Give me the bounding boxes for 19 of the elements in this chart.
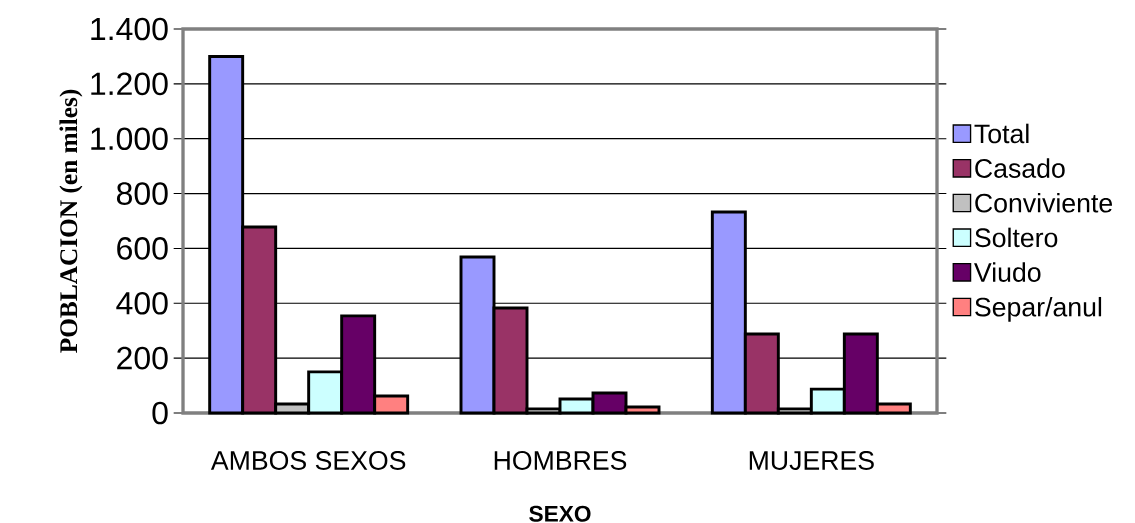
y-tick-label: 200 bbox=[117, 346, 168, 370]
legend-label: Viudo bbox=[974, 262, 1041, 282]
y-tick-label: 400 bbox=[116, 291, 168, 315]
y-tick-label: 1.400 bbox=[91, 17, 168, 41]
x-tick-label: MUJERES bbox=[749, 451, 874, 470]
legend-label: Casado bbox=[975, 158, 1065, 178]
y-tick-label: 800 bbox=[116, 182, 168, 205]
y-tick-label: 1.000 bbox=[91, 127, 168, 151]
y-tick-label: 0 bbox=[152, 401, 168, 425]
y-tick-label: 1.200 bbox=[91, 72, 168, 96]
legend-label: Soltero bbox=[975, 227, 1058, 248]
x-tick-label: HOMBRES bbox=[494, 451, 627, 470]
legend-label: Conviviente bbox=[975, 193, 1113, 213]
legend-label: Separ/anul bbox=[975, 296, 1102, 322]
y-axis-title: POBLACION (en miles) bbox=[59, 89, 83, 353]
x-axis-title: SEXO bbox=[529, 505, 591, 522]
y-tick-label: 600 bbox=[117, 237, 168, 260]
legend-label: Total bbox=[974, 123, 1029, 144]
x-tick-label: AMBOS SEXOS bbox=[210, 451, 406, 470]
